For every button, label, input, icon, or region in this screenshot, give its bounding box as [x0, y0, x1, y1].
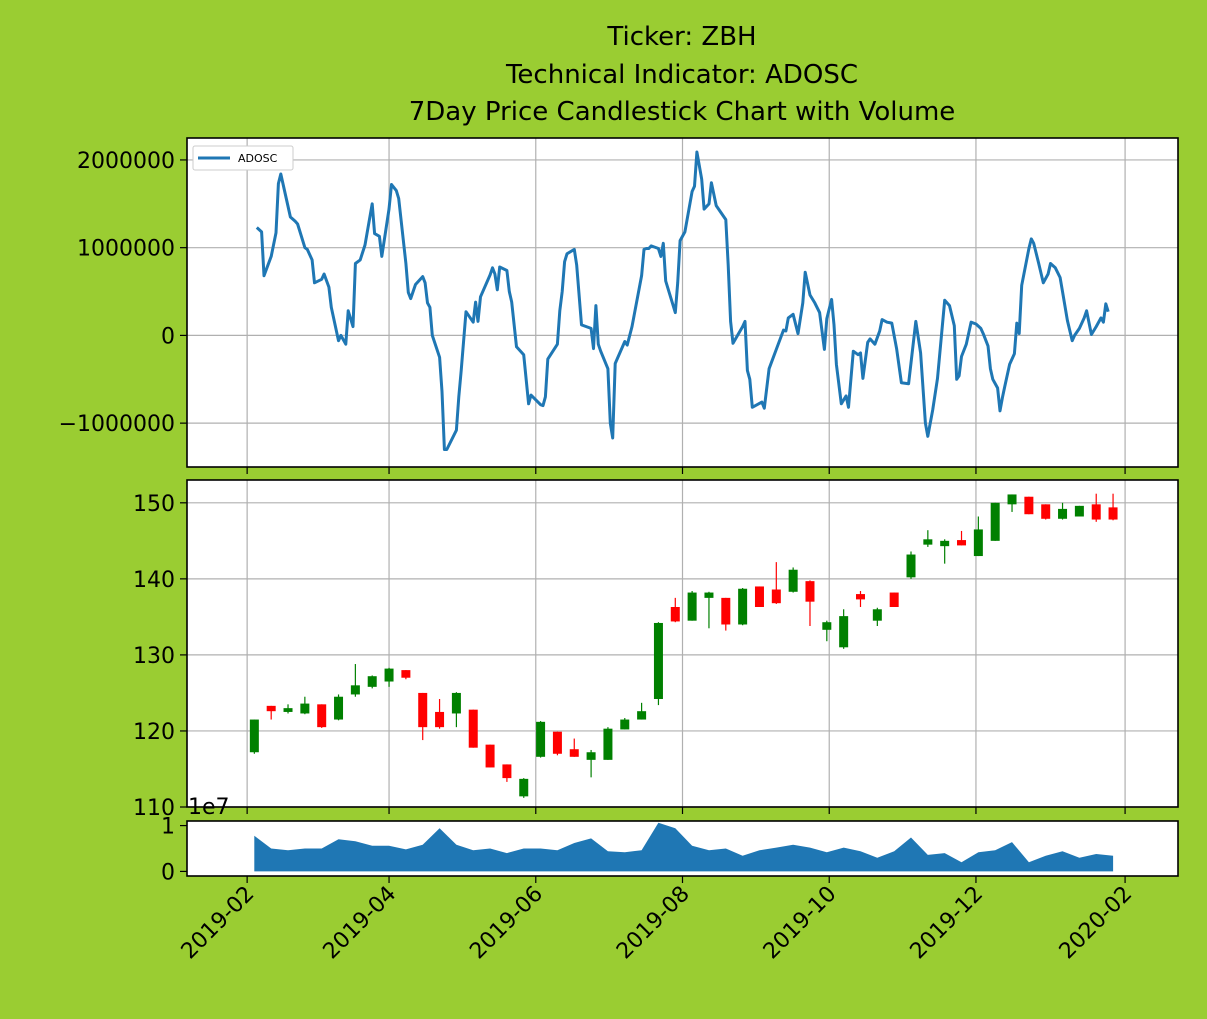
- volume-panel: 01: [161, 815, 1179, 885]
- candle-body: [418, 692, 428, 728]
- x-tick-label: 2019-02: [177, 882, 260, 965]
- candle-body: [771, 589, 781, 604]
- volume-ytick-label: 0: [161, 860, 175, 885]
- price-ytick-label: 140: [133, 568, 175, 593]
- candle-body: [1024, 496, 1034, 515]
- candle-body: [435, 711, 445, 728]
- candle-body: [536, 721, 546, 757]
- x-tick-label: 2020-02: [1055, 882, 1138, 965]
- adosc-line: [255, 150, 1110, 451]
- candle-body: [805, 581, 815, 602]
- volume-ytick-label: 1: [161, 815, 175, 840]
- candle-body: [637, 711, 647, 720]
- candle-body: [552, 731, 562, 754]
- candle-body: [350, 685, 360, 695]
- price-ytick-label: 150: [133, 492, 175, 517]
- candle-body: [906, 554, 916, 578]
- candle-body: [300, 703, 310, 714]
- candle-body: [738, 588, 748, 625]
- adosc-ytick-label: 2000000: [77, 149, 175, 174]
- candle-body: [670, 606, 680, 622]
- candle-body: [872, 609, 882, 621]
- candle-body: [889, 592, 899, 607]
- candle-body: [754, 586, 764, 607]
- x-tick-label: 2019-08: [612, 882, 695, 965]
- candle-body: [569, 749, 579, 757]
- candle-body: [687, 592, 697, 621]
- candle-body: [957, 540, 967, 546]
- candle-body: [451, 692, 461, 714]
- candle-body: [653, 622, 663, 700]
- chart-title-line-1: Ticker: ZBH: [606, 22, 756, 52]
- candle-body: [502, 764, 512, 779]
- candle-body: [1058, 508, 1068, 519]
- candle-body: [603, 728, 613, 760]
- candle-body: [940, 540, 950, 547]
- price-ytick-label: 110: [133, 796, 175, 821]
- legend-box: [192, 145, 294, 171]
- x-tick-label: 2019-06: [465, 882, 548, 965]
- candle-body: [721, 597, 731, 625]
- candle-body: [1007, 494, 1017, 505]
- candle-body: [384, 668, 394, 682]
- adosc-ytick-label: 1000000: [77, 237, 175, 262]
- candle-body: [586, 752, 596, 760]
- candle-body: [1074, 505, 1084, 517]
- candle-body: [468, 709, 478, 748]
- candlestick-panel: 110 120 130 140 150: [133, 479, 1179, 821]
- candle-body: [266, 705, 276, 712]
- candle-body: [973, 529, 983, 557]
- candle-body: [855, 594, 865, 600]
- candle-body: [367, 676, 377, 687]
- candle-body: [839, 616, 849, 648]
- candle-body: [704, 592, 714, 598]
- x-tick-label: 2019-12: [906, 882, 989, 965]
- candle-body: [620, 719, 630, 730]
- volume-frame: [186, 820, 1179, 877]
- candle-body: [923, 539, 933, 545]
- x-tick-label: 2019-04: [319, 882, 402, 965]
- candle-body: [249, 719, 259, 753]
- adosc-panel: −1000000 0 1000000 2000000: [59, 137, 1179, 474]
- price-frame: [186, 479, 1179, 808]
- candle-body: [1108, 507, 1118, 520]
- candle-body: [822, 622, 832, 630]
- x-tick-label: 2019-10: [759, 882, 842, 965]
- candle-body: [485, 744, 495, 768]
- candle-body: [334, 696, 344, 720]
- adosc-ytick-label: −1000000: [59, 412, 175, 437]
- candle-body: [990, 502, 1000, 541]
- adosc-ytick-label: 0: [161, 324, 175, 349]
- candle-body: [317, 704, 327, 728]
- price-ytick-label: 120: [133, 720, 175, 745]
- volume-area: [254, 822, 1114, 872]
- candle-body: [1041, 504, 1051, 519]
- chart-title-line-3: 7Day Price Candlestick Chart with Volume: [409, 97, 956, 127]
- adosc-frame: [186, 137, 1179, 468]
- candle-body: [1091, 504, 1101, 520]
- legend: ADOSC: [192, 145, 294, 171]
- legend-label: ADOSC: [238, 152, 278, 165]
- candle-body: [401, 670, 411, 678]
- chart-title-line-2: Technical Indicator: ADOSC: [505, 60, 858, 90]
- candle-body: [519, 778, 529, 797]
- candle-body: [283, 708, 293, 712]
- volume-scale-label: 1e7: [188, 795, 230, 820]
- price-ytick-label: 130: [133, 644, 175, 669]
- candle-body: [788, 569, 798, 592]
